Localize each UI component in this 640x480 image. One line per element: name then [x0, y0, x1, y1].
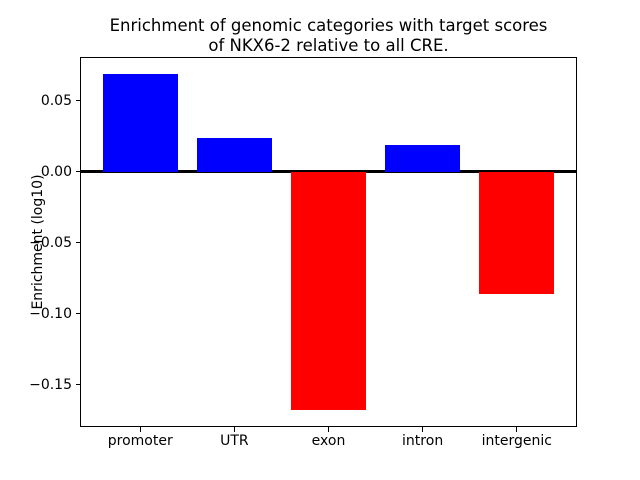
x-tick-mark	[233, 427, 235, 432]
y-tick-label: 0.00	[40, 163, 72, 180]
x-tick-mark	[422, 427, 424, 432]
x-tick-label-promoter: promoter	[107, 433, 173, 449]
bar-intergenic	[479, 171, 555, 294]
plot-area	[80, 57, 577, 427]
x-tick-mark	[516, 427, 518, 432]
y-tick-mark	[75, 384, 80, 386]
x-tick-label-intergenic: intergenic	[481, 433, 552, 449]
y-tick-mark	[75, 171, 80, 173]
x-tick-mark	[327, 427, 330, 432]
y-tick-mark	[75, 313, 80, 315]
y-tick-label: −0.15	[29, 376, 72, 393]
y-tick-label: 0.05	[40, 92, 72, 109]
x-tick-label-intron: intron	[402, 433, 444, 449]
chart-title: Enrichment of genomic categories with ta…	[109, 16, 548, 55]
bar-exon	[290, 171, 367, 411]
y-tick-label: −0.10	[29, 305, 72, 322]
y-tick-mark	[75, 242, 80, 244]
bar-UTR	[196, 137, 273, 172]
x-tick-mark	[139, 427, 141, 432]
y-tick-label: −0.05	[29, 234, 72, 251]
x-tick-label-exon: exon	[311, 433, 346, 449]
bar-intron	[384, 144, 461, 172]
y-tick-mark	[75, 100, 80, 102]
x-tick-label-UTR: UTR	[220, 433, 249, 449]
bar-promoter	[102, 73, 178, 172]
